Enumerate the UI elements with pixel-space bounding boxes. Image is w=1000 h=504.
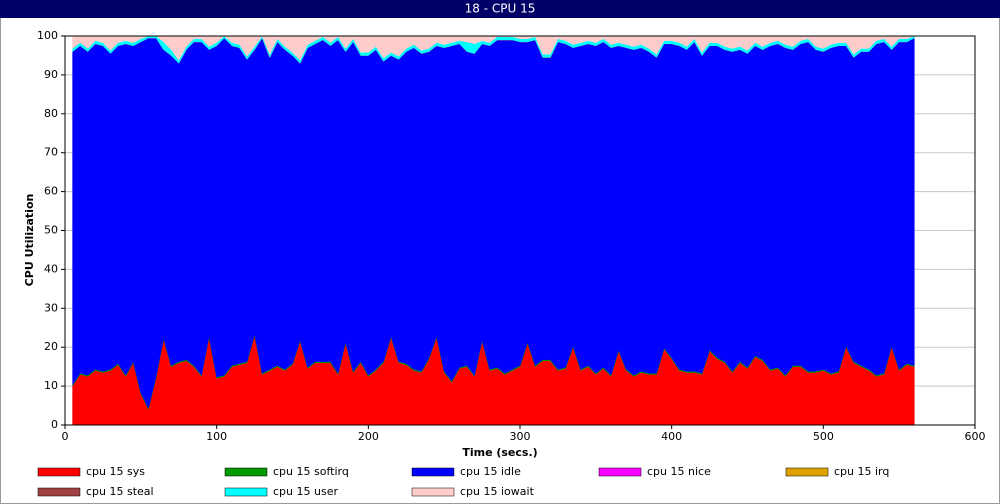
y-tick-label: 10 — [44, 379, 58, 392]
legend-label: cpu 15 nice — [647, 465, 711, 478]
legend-swatch — [411, 487, 455, 497]
y-tick-label: 90 — [44, 68, 58, 81]
legend-swatch — [224, 487, 268, 497]
y-tick-label: 50 — [44, 224, 58, 237]
legend-label: cpu 15 softirq — [273, 465, 349, 478]
legend-label: cpu 15 idle — [460, 465, 521, 478]
x-tick-label: 600 — [965, 430, 986, 443]
legend-swatch — [598, 467, 642, 477]
x-tick-label: 400 — [661, 430, 682, 443]
legend-swatch — [411, 467, 455, 477]
x-tick-label: 500 — [813, 430, 834, 443]
legend-label: cpu 15 sys — [86, 465, 145, 478]
y-tick-label: 20 — [44, 340, 58, 353]
y-tick-label: 40 — [44, 262, 58, 275]
legend-swatch — [785, 467, 829, 477]
legend-swatch — [37, 467, 81, 477]
y-tick-label: 100 — [37, 29, 58, 42]
x-tick-label: 200 — [358, 430, 379, 443]
y-tick-label: 0 — [51, 418, 58, 431]
legend-swatch — [224, 467, 268, 477]
legend-swatch — [37, 487, 81, 497]
title-bar — [0, 0, 1000, 18]
x-tick-label: 300 — [510, 430, 531, 443]
y-tick-label: 30 — [44, 301, 58, 314]
y-axis-label: CPU Utilization — [23, 194, 36, 287]
chart-title: 18 - CPU 15 — [465, 2, 536, 16]
plot-border — [64, 35, 976, 426]
x-tick-label: 100 — [206, 430, 227, 443]
legend-label: cpu 15 steal — [86, 485, 154, 498]
area — [72, 37, 915, 410]
y-tick-label: 70 — [44, 146, 58, 159]
legend-label: cpu 15 user — [273, 485, 338, 498]
legend-label: cpu 15 iowait — [460, 485, 535, 498]
y-tick-label: 60 — [44, 185, 58, 198]
x-tick-label: 0 — [62, 430, 69, 443]
x-axis-label: Time (secs.) — [462, 446, 537, 459]
legend-label: cpu 15 irq — [834, 465, 889, 478]
y-tick-label: 80 — [44, 107, 58, 120]
